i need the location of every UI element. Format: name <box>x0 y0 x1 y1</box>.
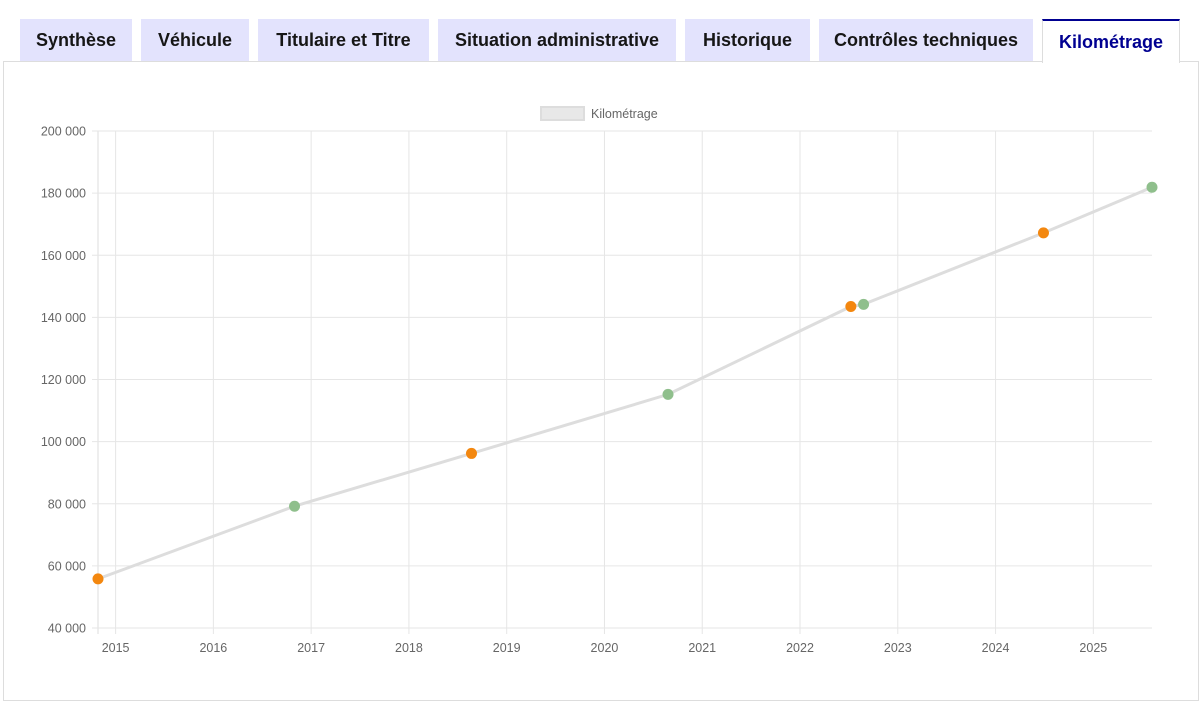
tab-kilometrage[interactable]: Kilométrage <box>1042 19 1180 63</box>
y-tick-label: 40 000 <box>48 622 86 636</box>
series-kilometrage <box>92 181 1158 585</box>
x-tick-label: 2017 <box>297 641 325 655</box>
chart-grid <box>92 130 1152 634</box>
y-tick-label: 180 000 <box>41 187 86 201</box>
legend-label: Kilométrage <box>591 107 658 121</box>
x-tick-label: 2015 <box>102 641 130 655</box>
tab-panel <box>3 61 1199 701</box>
x-tick-label: 2019 <box>493 641 521 655</box>
data-point-green[interactable] <box>858 298 870 310</box>
y-tick-label: 100 000 <box>41 435 86 449</box>
data-point-orange[interactable] <box>92 573 104 585</box>
tab-bar: Synthèse Véhicule Titulaire et Titre Sit… <box>0 0 1200 63</box>
x-tick-label: 2025 <box>1079 641 1107 655</box>
y-tick-label: 160 000 <box>41 249 86 263</box>
x-tick-label: 2021 <box>688 641 716 655</box>
data-point-green[interactable] <box>662 388 674 400</box>
tab-controles-techniques[interactable]: Contrôles techniques <box>819 19 1033 62</box>
data-point-orange[interactable] <box>465 447 477 459</box>
tab-synthese[interactable]: Synthèse <box>20 19 132 62</box>
tab-vehicule[interactable]: Véhicule <box>141 19 249 62</box>
y-tick-label: 200 000 <box>41 125 86 139</box>
x-tick-label: 2016 <box>199 641 227 655</box>
legend-swatch <box>540 106 585 121</box>
data-point-orange[interactable] <box>845 301 857 313</box>
data-point-green[interactable] <box>1146 181 1158 193</box>
series-line <box>97 185 1153 581</box>
data-point-orange[interactable] <box>1037 227 1049 239</box>
tab-historique[interactable]: Historique <box>685 19 810 62</box>
y-tick-label: 140 000 <box>41 311 86 325</box>
y-tick-label: 60 000 <box>48 559 86 573</box>
tab-situation-administrative[interactable]: Situation administrative <box>438 19 676 62</box>
x-tick-label: 2020 <box>591 641 619 655</box>
tab-titulaire-et-titre[interactable]: Titulaire et Titre <box>258 19 429 62</box>
y-tick-label: 120 000 <box>41 373 86 387</box>
x-tick-label: 2022 <box>786 641 814 655</box>
x-axis-ticks: 2015 2016 2017 2018 2019 2020 2021 2022 2023 2024… <box>102 641 1108 655</box>
data-point-green[interactable] <box>289 500 301 512</box>
chart-legend[interactable]: Kilométrage <box>540 106 658 121</box>
x-tick-label: 2023 <box>884 641 912 655</box>
y-tick-label: 80 000 <box>48 497 86 511</box>
y-axis-ticks: 40 000 60 000 80 000 100 000 120 000 140 000 1… <box>41 125 86 636</box>
x-tick-label: 2024 <box>982 641 1010 655</box>
x-tick-label: 2018 <box>395 641 423 655</box>
